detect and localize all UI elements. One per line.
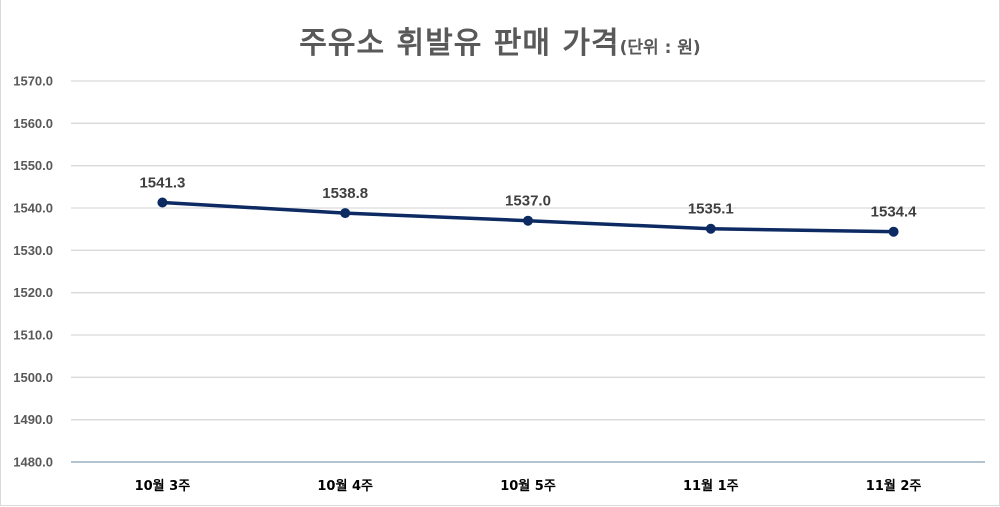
- y-tick-label: 1570.0: [13, 74, 53, 89]
- x-tick-label: 10월 4주: [317, 478, 373, 494]
- y-axis-labels: 1570.0 1560.0 1550.0 1540.0 1530.0 1520.0 1510…: [13, 74, 53, 470]
- data-labels: 1541.3 1538.8 1537.0 1535.1 1534.4: [139, 174, 917, 220]
- y-tick-label: 1480.0: [13, 455, 53, 470]
- chart-title-main: 주유소 휘발유 판매 가격: [299, 26, 620, 61]
- y-tick-label: 1490.0: [13, 412, 53, 427]
- data-series: [157, 197, 899, 237]
- data-point-marker[interactable]: [157, 197, 168, 208]
- y-tick-label: 1520.0: [13, 285, 53, 300]
- data-label: 1535.1: [688, 201, 734, 218]
- x-tick-label: 11월 2주: [866, 478, 922, 494]
- y-tick-label: 1560.0: [13, 116, 53, 131]
- x-axis-labels: 10월 3주 10월 4주 10월 5주 11월 1주 11월 2주: [135, 478, 922, 494]
- x-tick-label: 11월 1주: [683, 478, 739, 494]
- data-point-marker[interactable]: [888, 226, 899, 237]
- y-tick-label: 1530.0: [13, 243, 53, 258]
- data-label: 1534.4: [871, 204, 918, 221]
- y-tick-label: 1540.0: [13, 201, 53, 216]
- chart-title-unit: (단위 : 원): [619, 38, 701, 58]
- data-label: 1541.3: [139, 174, 185, 191]
- x-tick-label: 10월 5주: [500, 478, 556, 494]
- y-tick-label: 1510.0: [13, 328, 53, 343]
- data-point-marker[interactable]: [523, 215, 533, 226]
- gridlines: [71, 80, 985, 463]
- x-tick-label: 10월 3주: [135, 478, 191, 494]
- y-tick-label: 1500.0: [13, 370, 53, 385]
- data-label: 1537.0: [505, 193, 551, 210]
- chart-title: 주유소 휘발유 판매 가격(단위 : 원): [0, 18, 1000, 62]
- data-point-marker[interactable]: [340, 208, 351, 219]
- data-point-marker[interactable]: [705, 223, 716, 234]
- data-label: 1538.8: [322, 185, 368, 202]
- y-tick-label: 1550.0: [13, 158, 53, 173]
